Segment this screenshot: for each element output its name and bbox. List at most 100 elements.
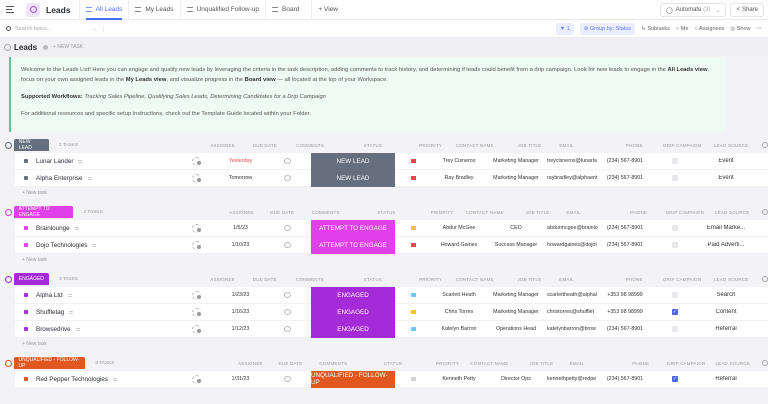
- drip-campaign-cell[interactable]: [650, 175, 700, 181]
- email[interactable]: treycisneros@lunarla: [547, 158, 597, 164]
- comments-cell[interactable]: [264, 242, 311, 248]
- collapse-icon[interactable]: [5, 359, 12, 367]
- contact-name[interactable]: Howard Gaines: [440, 242, 478, 248]
- add-assignee-icon[interactable]: [192, 324, 202, 334]
- show-button[interactable]: ◎ Show: [730, 26, 750, 32]
- drip-campaign-checkbox[interactable]: ✓: [672, 376, 678, 382]
- status-square-icon[interactable]: [24, 310, 28, 314]
- drip-campaign-cell[interactable]: [650, 225, 700, 231]
- sidebar-toggle-icon[interactable]: [6, 6, 20, 13]
- due-date[interactable]: Tomorrow: [228, 175, 253, 181]
- due-date[interactable]: Yesterday: [228, 158, 253, 164]
- job-title[interactable]: Operations Head: [495, 326, 537, 332]
- tab-my-leads[interactable]: My Leads: [128, 0, 179, 20]
- assignee-cell[interactable]: [176, 240, 217, 250]
- due-date[interactable]: 1/23/23: [231, 292, 250, 298]
- column-header-comments[interactable]: COMMENTS: [311, 209, 340, 215]
- priority-flag-icon[interactable]: [410, 226, 416, 230]
- column-header-phone[interactable]: PHONE: [625, 276, 643, 282]
- comment-icon[interactable]: [284, 158, 291, 164]
- column-header-drip[interactable]: DRIP CAMPAIGN: [667, 360, 706, 366]
- add-assignee-icon[interactable]: [192, 307, 202, 317]
- contact-name[interactable]: Chris Torres: [444, 309, 474, 315]
- comment-icon[interactable]: [284, 175, 291, 181]
- comments-cell[interactable]: [264, 158, 311, 164]
- job-title[interactable]: Marketing Manager: [493, 175, 539, 181]
- column-header-comments[interactable]: COMMENTS: [296, 142, 324, 148]
- column-header-priority[interactable]: PRIORITY: [436, 360, 459, 366]
- column-header-drip[interactable]: DRIP CAMPAIGN: [663, 142, 702, 148]
- task-name[interactable]: Brainlounge: [36, 224, 70, 232]
- task-row[interactable]: Browsedrive 1/12/23 ENGAGED Katelyn Barr…: [15, 320, 768, 338]
- new-task-button[interactable]: + NEW TASK: [53, 44, 84, 50]
- priority-flag-icon[interactable]: [410, 310, 416, 314]
- column-header-due[interactable]: DUE DATE: [252, 276, 277, 282]
- info-icon[interactable]: [43, 44, 49, 50]
- status-square-icon[interactable]: [24, 176, 28, 180]
- column-header-job[interactable]: JOB TITLE: [525, 209, 550, 215]
- column-header-due[interactable]: DUE DATE: [278, 360, 303, 366]
- column-header-status[interactable]: STATUS: [363, 276, 383, 282]
- contact-name[interactable]: Katelyn Barron: [441, 326, 477, 332]
- email[interactable]: christorres@shufflet: [547, 309, 595, 315]
- task-name-cell[interactable]: Shuffletag: [15, 309, 176, 316]
- column-header-job[interactable]: JOB TITLE: [517, 276, 542, 282]
- comments-cell[interactable]: [264, 225, 311, 231]
- add-column-icon[interactable]: [762, 276, 768, 282]
- add-assignee-icon[interactable]: [192, 223, 202, 233]
- column-header-due[interactable]: DUE DATE: [270, 209, 295, 215]
- column-header-priority[interactable]: PRIORITY: [430, 209, 454, 215]
- chevron-down-icon[interactable]: ⌄: [715, 7, 721, 14]
- column-header-drip[interactable]: DRIP CAMPAIGN: [665, 209, 705, 215]
- drip-campaign-cell[interactable]: [650, 158, 700, 164]
- collapse-icon[interactable]: [4, 43, 11, 51]
- task-row[interactable]: Alpha Ltd 1/23/23 ENGAGED Scarlett Heath…: [15, 286, 768, 304]
- status-square-icon[interactable]: [24, 226, 28, 230]
- column-header-source[interactable]: LEAD SOURCE: [714, 209, 750, 215]
- status-badge[interactable]: ATTEMPT TO ENGAGE: [311, 236, 395, 254]
- collapse-icon[interactable]: [5, 208, 12, 216]
- task-name[interactable]: Shuffletag: [36, 308, 65, 316]
- email[interactable]: scarlettheath@alphal: [547, 292, 597, 298]
- assignee-cell[interactable]: [176, 223, 217, 233]
- job-title[interactable]: Director Ops: [501, 376, 531, 382]
- share-button[interactable]: < Share: [730, 3, 764, 17]
- task-name[interactable]: Lunar Lander: [36, 157, 74, 165]
- status-badge[interactable]: ENGAGED: [311, 303, 395, 321]
- priority-flag-icon[interactable]: [410, 293, 416, 297]
- column-header-comments[interactable]: COMMENTS: [319, 360, 348, 366]
- column-header-email[interactable]: EMAIL: [566, 209, 581, 215]
- assignee-cell[interactable]: [176, 374, 217, 384]
- priority-cell[interactable]: [395, 176, 431, 180]
- column-header-source[interactable]: LEAD SOURCE: [713, 276, 749, 282]
- new-task-button[interactable]: + New task: [22, 257, 47, 263]
- email[interactable]: katelynbarron@brow: [547, 326, 596, 332]
- email[interactable]: abdurmcgee@brainlo: [547, 225, 598, 231]
- status-badge[interactable]: NEW LEAD: [311, 169, 395, 187]
- due-date[interactable]: 1/31/23: [231, 376, 250, 382]
- status-square-icon[interactable]: [24, 243, 28, 247]
- status-square-icon[interactable]: [24, 293, 28, 297]
- comments-cell[interactable]: [264, 309, 311, 315]
- job-title[interactable]: Marketing Manager: [493, 292, 539, 298]
- priority-flag-icon[interactable]: [410, 159, 416, 163]
- job-title[interactable]: CEO: [510, 225, 522, 231]
- comments-cell[interactable]: [264, 326, 311, 332]
- status-square-icon[interactable]: [24, 159, 28, 163]
- priority-flag-icon[interactable]: [410, 327, 416, 331]
- column-header-phone[interactable]: PHONE: [630, 209, 648, 215]
- drip-campaign-cell[interactable]: [650, 242, 700, 248]
- priority-cell[interactable]: [395, 377, 431, 381]
- phone[interactable]: +353 98 98999: [607, 292, 643, 298]
- priority-cell[interactable]: [395, 293, 431, 297]
- task-name[interactable]: Alpha Ltd: [36, 291, 63, 299]
- phone[interactable]: (234) 567-8901: [606, 326, 644, 332]
- column-header-assignee[interactable]: ASSIGNEE: [210, 142, 235, 148]
- search-input[interactable]: Search tasks... ⌄: [6, 25, 104, 32]
- task-name-cell[interactable]: Alpha Ltd: [15, 292, 176, 299]
- column-header-contact[interactable]: CONTACT NAME: [470, 360, 509, 366]
- phone[interactable]: (234) 567-8901: [606, 242, 644, 248]
- priority-flag-icon[interactable]: [410, 243, 416, 247]
- task-name[interactable]: Dojo Technologies: [36, 241, 88, 249]
- column-header-job[interactable]: JOB TITLE: [529, 360, 554, 366]
